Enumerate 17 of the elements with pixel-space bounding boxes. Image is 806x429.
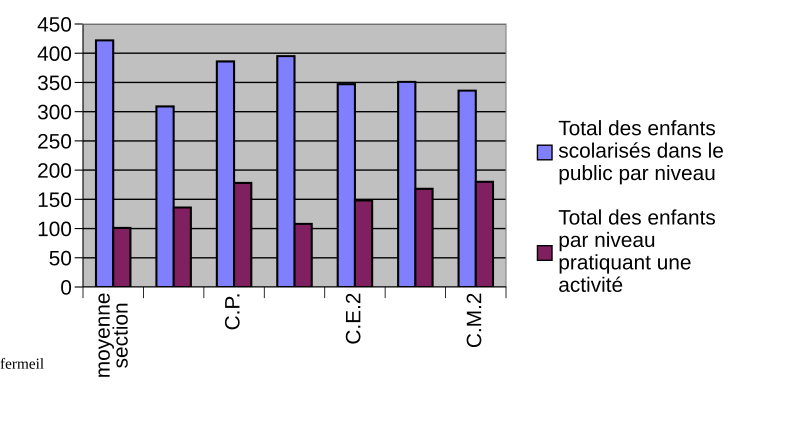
text: fermeil	[0, 358, 44, 369]
x-tick-label: moyenne section	[98, 293, 128, 377]
legend-label: Total des enfants par niveau pratiquant une activité	[558, 209, 716, 292]
y-tick-label: 100	[38, 222, 72, 236]
y-tick-label: 300	[38, 104, 72, 120]
y-tick-label: 0	[61, 280, 72, 295]
x-tick-label: C.M.2	[466, 294, 482, 348]
x-tick-label: C.E.2	[346, 294, 361, 344]
y-tick-label: 350	[38, 75, 72, 90]
legend-label: Total des enfants scolarisés dans le public par niveau	[558, 120, 723, 184]
y-tick-label: 50	[50, 250, 72, 266]
y-tick-label: 400	[38, 46, 72, 61]
y-tick-label: 250	[38, 134, 72, 149]
y-tick-label: 150	[38, 192, 72, 208]
y-tick-label: 200	[38, 163, 72, 178]
x-tick-label: C.P.	[224, 294, 240, 330]
y-tick-label: 450	[38, 17, 72, 32]
